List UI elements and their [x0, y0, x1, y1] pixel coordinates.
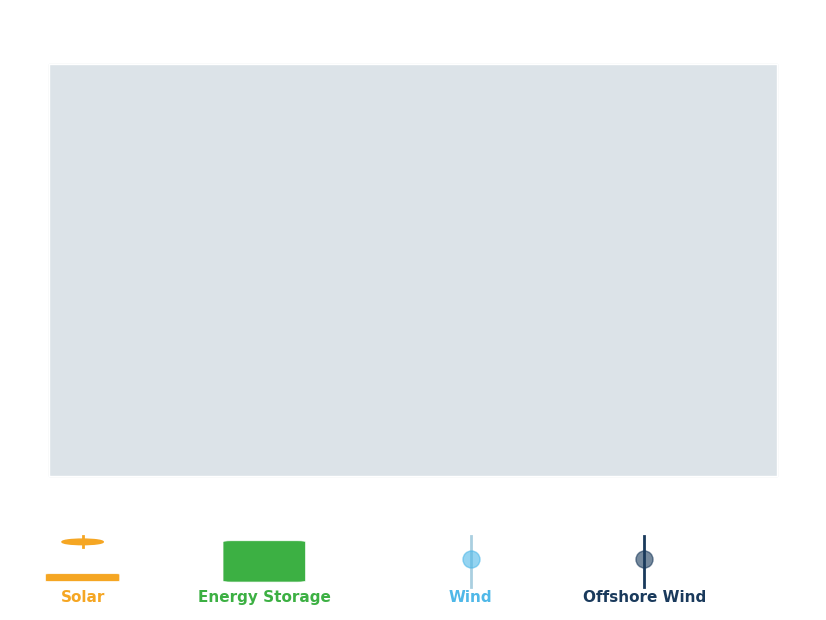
- FancyBboxPatch shape: [223, 541, 306, 582]
- Text: Wind: Wind: [449, 590, 492, 605]
- Text: Energy Storage: Energy Storage: [198, 590, 330, 605]
- Text: Offshore Wind: Offshore Wind: [582, 590, 706, 605]
- Text: Solar: Solar: [60, 590, 105, 605]
- FancyBboxPatch shape: [45, 574, 120, 582]
- Circle shape: [62, 539, 103, 545]
- Polygon shape: [49, 64, 777, 476]
